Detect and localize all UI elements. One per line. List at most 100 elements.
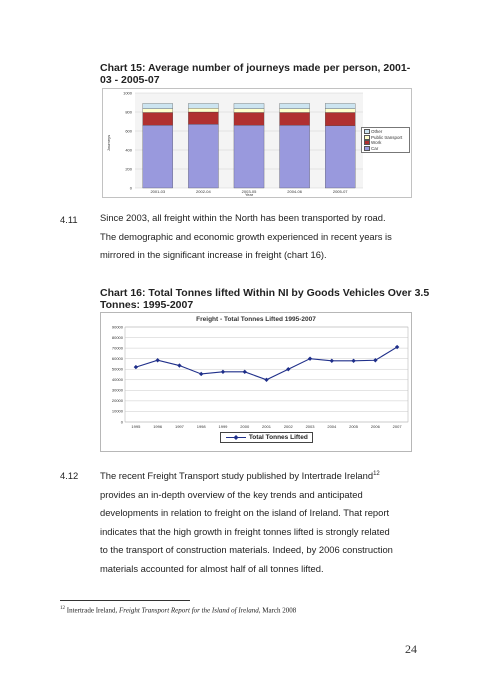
chart16-y-tick-label: 80000 bbox=[112, 335, 124, 340]
chart16-x-tick-label: 2005 bbox=[349, 424, 359, 429]
chart15-bar-segment bbox=[279, 112, 310, 126]
chart15-bar-segment bbox=[142, 103, 173, 109]
chart15-bar-segment bbox=[188, 124, 219, 189]
chart16-point bbox=[220, 369, 226, 375]
chart15-y-tick-label: 0 bbox=[130, 185, 133, 190]
chart16-point bbox=[198, 371, 204, 377]
chart15-ylabel: Journeys bbox=[106, 135, 111, 151]
chart16-x-tick-label: 2007 bbox=[393, 424, 403, 429]
chart15-y-tick-label: 1000 bbox=[123, 90, 133, 95]
chart16-point bbox=[155, 358, 160, 363]
chart16-x-tick-label: 1995 bbox=[131, 424, 141, 429]
chart16-point bbox=[373, 358, 378, 363]
chart16-x-tick-label: 2002 bbox=[284, 424, 294, 429]
chart15-bar-segment bbox=[325, 112, 356, 126]
chart15-y-ticks: 0 200 400 600 800 1000 bbox=[123, 90, 133, 190]
chart16-point bbox=[242, 369, 247, 375]
chart16-y-tick-label: 90000 bbox=[112, 324, 124, 329]
chart16-x-tick-label: 2006 bbox=[371, 424, 381, 429]
para-412-number: 4.12 bbox=[60, 470, 79, 481]
para-411-line: mirrored in the significant increase in … bbox=[100, 249, 327, 260]
chart16-title-line1: Chart 16: Total Tonnes lifted Within NI … bbox=[100, 287, 430, 299]
chart16-point bbox=[351, 358, 356, 363]
chart16-y-tick-label: 70000 bbox=[112, 345, 124, 350]
chart15-bar-segment bbox=[279, 125, 310, 189]
chart15-bar-segment bbox=[233, 112, 265, 126]
chart16-y-tick-label: 10000 bbox=[112, 409, 124, 414]
chart15-bar-segment bbox=[325, 103, 356, 109]
chart16-legend-label: Total Tonnes Lifted bbox=[248, 434, 308, 442]
chart15-legend: Other Public transport Work Car bbox=[361, 127, 410, 153]
para-412-line: materials accounted for almost half of a… bbox=[100, 562, 324, 574]
chart16-point bbox=[133, 364, 139, 370]
chart15-y-tick-label: 400 bbox=[125, 147, 132, 152]
chart15-bar-segment bbox=[279, 103, 310, 109]
chart16-point bbox=[329, 358, 335, 363]
chart16-points bbox=[133, 344, 400, 382]
legend-item-other: Other bbox=[364, 129, 407, 135]
chart15-x-tick-label: 2004-06 bbox=[287, 189, 302, 194]
page-number: 24 bbox=[405, 642, 417, 656]
legend-swatch-public-transport bbox=[364, 134, 370, 140]
chart15: 0 200 400 600 800 1000 2001-03 2002-04 2003-05 2… bbox=[102, 88, 412, 198]
para-412-line: to the transport of construction materia… bbox=[100, 544, 393, 556]
chart16-point bbox=[264, 377, 269, 382]
legend-swatch-work bbox=[364, 140, 370, 146]
chart15-x-tick-label: 2002-04 bbox=[196, 189, 211, 194]
legend-item-work: Work bbox=[364, 140, 407, 146]
chart16-y-tick-label: 0 bbox=[121, 419, 124, 424]
chart15-xlabel: Year bbox=[245, 192, 254, 197]
legend-swatch-car bbox=[364, 145, 370, 151]
legend-item-public-transport: Public transport bbox=[364, 135, 407, 141]
chart15-y-tick-label: 800 bbox=[125, 109, 132, 114]
chart15-y-tick-label: 200 bbox=[125, 166, 132, 171]
chart15-bar-segment bbox=[188, 108, 219, 113]
chart16: Freight - Total Tonnes Lifted 1995-2007 … bbox=[100, 312, 412, 452]
para-411: Since 2003, all freight within the North… bbox=[100, 209, 430, 265]
chart15-x-tick-label: 2001-03 bbox=[150, 189, 165, 194]
chart15-bar-segment bbox=[325, 125, 356, 189]
chart15-bar-segment bbox=[325, 108, 356, 113]
para-411-line: Since 2003, all freight within the North… bbox=[100, 212, 386, 223]
chart16-legend-marker bbox=[226, 435, 246, 440]
chart16-x-tick-label: 1997 bbox=[175, 424, 185, 429]
legend-swatch-other bbox=[364, 129, 370, 135]
chart16-x-tick-label: 1996 bbox=[153, 424, 163, 429]
chart15-bar-segment bbox=[188, 103, 219, 109]
chart15-bar-segment bbox=[142, 112, 173, 126]
chart15-title-text: Chart 15: Average number of journeys mad… bbox=[100, 62, 411, 86]
chart15-bar-segment bbox=[233, 103, 265, 109]
chart16-x-ticks: 1995 1996 1997 1998 1999 2000 2001 2002 2003 2004… bbox=[131, 424, 402, 429]
chart15-y-tick-label: 600 bbox=[125, 128, 132, 133]
chart16-y-tick-label: 50000 bbox=[112, 367, 124, 372]
chart15-title: Chart 15: Average number of journeys mad… bbox=[100, 62, 415, 86]
chart16-point bbox=[307, 356, 313, 361]
chart16-point bbox=[394, 344, 400, 350]
chart16-plot-bg bbox=[124, 326, 409, 423]
chart16-x-tick-label: 2001 bbox=[262, 424, 272, 429]
chart16-y-tick-label: 40000 bbox=[112, 377, 124, 382]
chart15-bar-segment bbox=[188, 111, 219, 125]
para-412: The recent Freight Transport study publi… bbox=[100, 465, 440, 578]
footnote-title: Freight Transport Report for the Island … bbox=[119, 606, 261, 615]
chart15-bar-segment bbox=[142, 125, 173, 189]
para-412-line: developments in relation to freight on t… bbox=[100, 507, 390, 519]
footnote-source: Intertrade Ireland, bbox=[66, 606, 118, 615]
footnote-number: 12 bbox=[60, 606, 65, 611]
chart16-y-tick-label: 30000 bbox=[112, 388, 124, 393]
legend-item-car: Car bbox=[364, 146, 407, 152]
para-412-line: indicates that the high growth in freigh… bbox=[100, 525, 390, 537]
chart15-x-tick-label: 2005-07 bbox=[333, 189, 348, 194]
chart16-gridlines bbox=[125, 326, 408, 423]
chart16-point bbox=[286, 367, 291, 372]
para-412-line: provides an in-depth overview of the key… bbox=[100, 488, 363, 500]
chart16-x-tick-label: 2003 bbox=[306, 424, 316, 429]
chart16-legend: Total Tonnes Lifted bbox=[220, 432, 313, 444]
para-411-line: The demographic and economic growth expe… bbox=[100, 230, 392, 242]
chart16-y-ticks: 0 10000 20000 30000 40000 50000 60000 70000 8000… bbox=[112, 324, 124, 424]
chart16-x-tick-label: 1999 bbox=[219, 424, 229, 429]
chart15-bar-segment bbox=[142, 108, 173, 113]
chart15-x-tick-label: 2003-05 bbox=[242, 189, 257, 194]
footnote-ref[interactable]: 12 bbox=[373, 471, 380, 477]
chart16-y-tick-label: 60000 bbox=[112, 356, 124, 361]
